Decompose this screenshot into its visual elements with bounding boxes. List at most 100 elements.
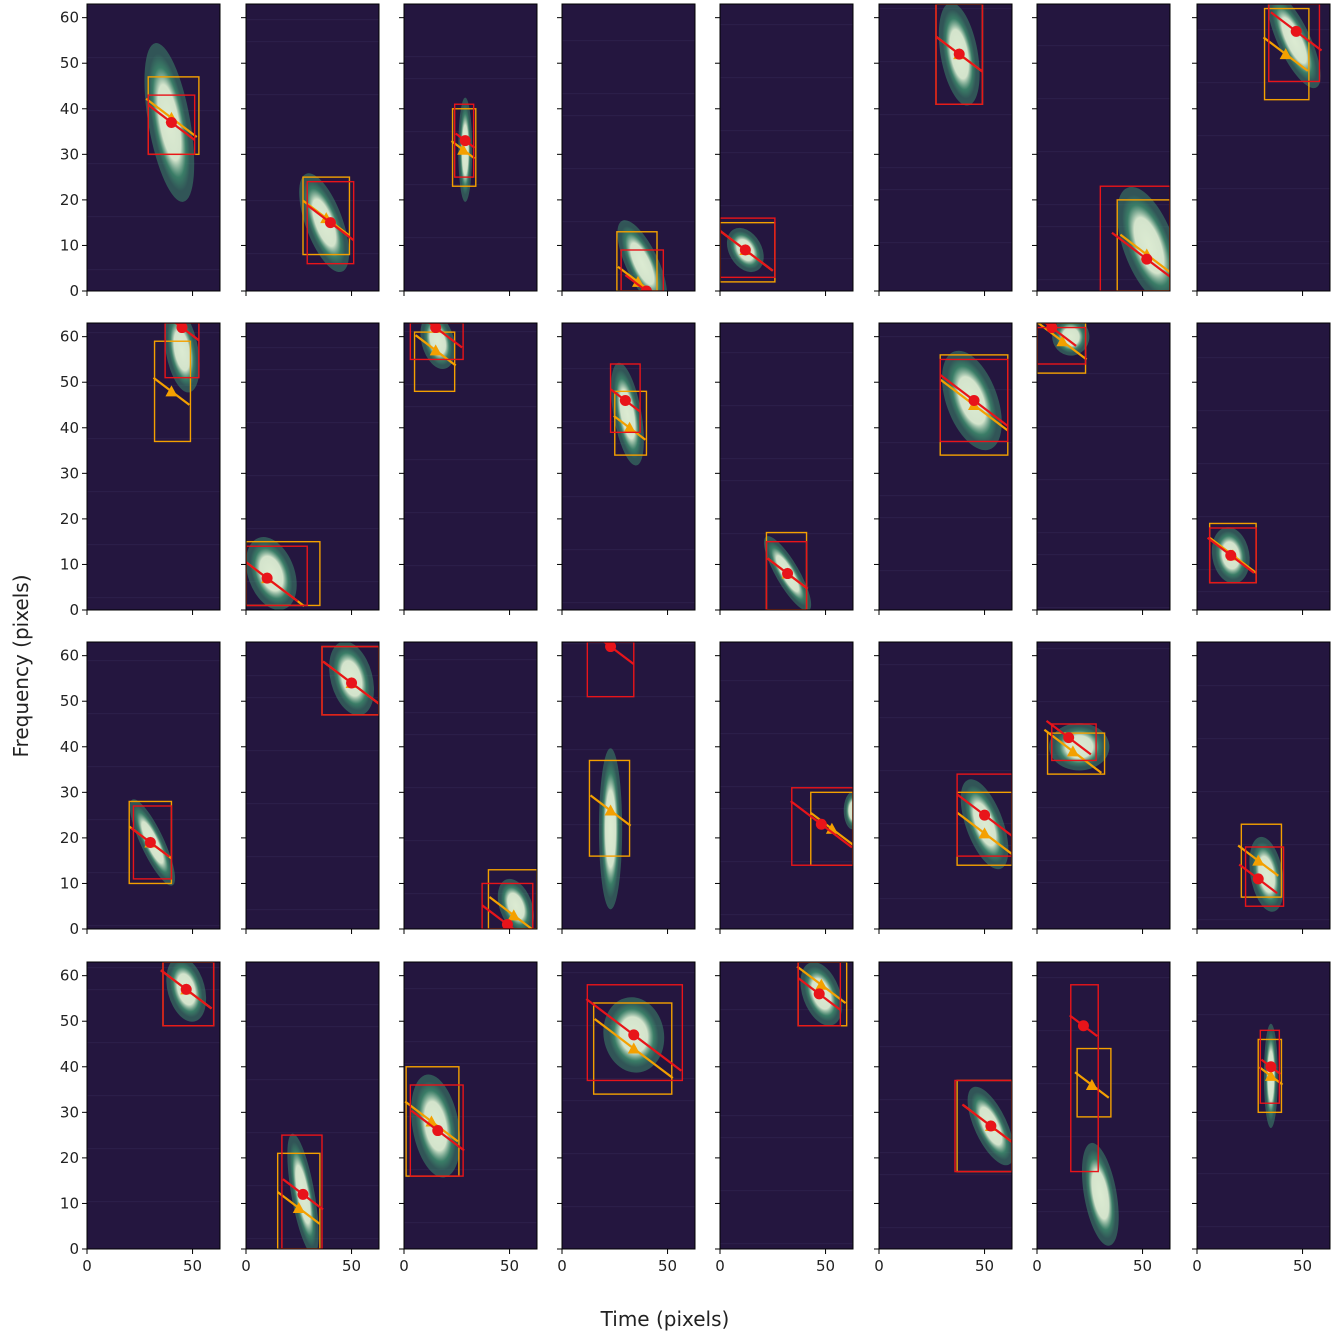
y-tick-label: 50 bbox=[60, 692, 79, 710]
panel-frame bbox=[1196, 3, 1331, 292]
x-tick-label: 50 bbox=[816, 1257, 835, 1275]
red-centroid-marker bbox=[1077, 1020, 1089, 1032]
y-tick-label: 50 bbox=[60, 1012, 79, 1030]
x-axis-label: Time (pixels) bbox=[600, 1307, 730, 1331]
panel-frame bbox=[245, 961, 380, 1250]
orange-centroid-marker bbox=[627, 1042, 640, 1054]
orange-bounding-box bbox=[614, 390, 648, 456]
red-centroid-marker bbox=[324, 217, 336, 229]
red-bounding-box bbox=[609, 363, 641, 434]
red-bounding-box bbox=[132, 805, 173, 880]
red-bounding-box bbox=[797, 962, 842, 1027]
red-bounding-box bbox=[246, 545, 308, 607]
red-centroid-marker bbox=[815, 818, 827, 830]
panel-background bbox=[562, 642, 695, 929]
red-centroid-marker bbox=[144, 836, 156, 848]
panel-frame bbox=[245, 3, 380, 292]
red-centroid-marker bbox=[346, 677, 358, 689]
subplot-panel: 0 50 bbox=[715, 961, 854, 1275]
y-tick-label: 50 bbox=[60, 54, 79, 72]
orange-bounding-box bbox=[1257, 1038, 1283, 1114]
orange-bounding-box bbox=[1046, 732, 1106, 775]
red-bounding-box bbox=[720, 217, 776, 279]
y-tick-label: 0 bbox=[69, 282, 79, 300]
y-tick-label: 30 bbox=[60, 1103, 79, 1121]
red-centroid-marker bbox=[176, 323, 188, 334]
panel-frame bbox=[719, 961, 854, 1250]
red-centroid-marker bbox=[968, 394, 980, 406]
red-bounding-box bbox=[1070, 984, 1099, 1173]
red-bounding-box bbox=[586, 642, 635, 698]
signal-blob bbox=[500, 882, 531, 929]
panel-frame bbox=[561, 641, 696, 930]
red-bounding-box bbox=[765, 540, 808, 610]
y-tick-label: 30 bbox=[60, 145, 79, 163]
red-bounding-box bbox=[147, 94, 196, 156]
red-bounding-box bbox=[1099, 185, 1170, 291]
panel-frame bbox=[403, 322, 538, 611]
red-centroid-marker bbox=[261, 572, 273, 584]
panel-background bbox=[1037, 323, 1170, 610]
orange-centroid-marker bbox=[165, 385, 178, 397]
subplot-panel bbox=[557, 3, 696, 296]
panel-frame bbox=[86, 961, 221, 1250]
panel-frame bbox=[561, 961, 696, 1250]
y-tick-label: 20 bbox=[60, 191, 79, 209]
y-tick-label: 0 bbox=[69, 601, 79, 619]
panel-frame bbox=[561, 322, 696, 611]
orange-centroid-marker bbox=[604, 804, 617, 816]
orange-centroid-marker bbox=[457, 143, 470, 155]
red-centroid-marker bbox=[782, 568, 794, 580]
subplot-panel: 0 50 bbox=[1032, 961, 1171, 1275]
x-tick-label: 0 bbox=[1192, 1257, 1202, 1275]
panel-frame bbox=[1196, 322, 1331, 611]
panel-frame bbox=[86, 641, 221, 930]
panel-frame bbox=[561, 3, 696, 292]
y-tick-label: 30 bbox=[60, 464, 79, 482]
panel-frame bbox=[245, 322, 380, 611]
orange-centroid-marker bbox=[1252, 854, 1265, 866]
y-tick-label: 60 bbox=[60, 647, 79, 665]
red-bounding-box bbox=[1051, 723, 1097, 762]
y-tick-label: 20 bbox=[60, 829, 79, 847]
red-bounding-box bbox=[586, 984, 684, 1082]
y-tick-label: 10 bbox=[60, 236, 79, 254]
y-tick-label: 10 bbox=[60, 555, 79, 573]
subplot-panel: 0 10 20 30 40 50 60 0 50 bbox=[60, 961, 221, 1275]
red-bounding-box bbox=[409, 323, 464, 361]
subplot-panel bbox=[241, 641, 380, 934]
panel-frame bbox=[878, 961, 1013, 1250]
orange-bounding-box bbox=[1263, 7, 1310, 101]
x-tick-label: 50 bbox=[1293, 1257, 1312, 1275]
subplot-panel bbox=[715, 3, 854, 296]
x-tick-label: 50 bbox=[1133, 1257, 1152, 1275]
red-bounding-box bbox=[1259, 1029, 1281, 1104]
subplot-panel bbox=[399, 641, 538, 934]
red-centroid-marker bbox=[953, 48, 965, 60]
orange-centroid-marker bbox=[978, 827, 991, 839]
red-bounding-box bbox=[453, 103, 475, 178]
panel-frame bbox=[719, 3, 854, 292]
orange-bounding-box bbox=[153, 340, 192, 443]
red-centroid-marker bbox=[640, 285, 652, 291]
subplot-panel: 0 50 bbox=[557, 961, 696, 1275]
orange-bounding-box bbox=[276, 1152, 321, 1249]
y-axis-label: Frequency (pixels) bbox=[9, 574, 33, 757]
subplot-panel bbox=[874, 641, 1013, 934]
subplot-panel: 0 10 20 30 40 50 60 bbox=[60, 3, 221, 300]
x-tick-label: 0 bbox=[241, 1257, 251, 1275]
subplot-panel bbox=[874, 3, 1013, 296]
panel-frame bbox=[245, 641, 380, 930]
x-tick-label: 0 bbox=[874, 1257, 884, 1275]
signal-blob bbox=[601, 759, 621, 899]
red-bounding-box bbox=[1244, 846, 1285, 907]
red-centroid-marker bbox=[459, 135, 471, 147]
red-centroid-marker bbox=[605, 642, 617, 653]
panel-frame bbox=[1036, 641, 1171, 930]
x-tick-label: 50 bbox=[183, 1257, 202, 1275]
subplot-panel bbox=[715, 641, 854, 934]
panel-frame bbox=[1196, 641, 1331, 930]
y-tick-label: 50 bbox=[60, 373, 79, 391]
x-tick-label: 50 bbox=[342, 1257, 361, 1275]
orange-bounding-box bbox=[1076, 1047, 1112, 1118]
